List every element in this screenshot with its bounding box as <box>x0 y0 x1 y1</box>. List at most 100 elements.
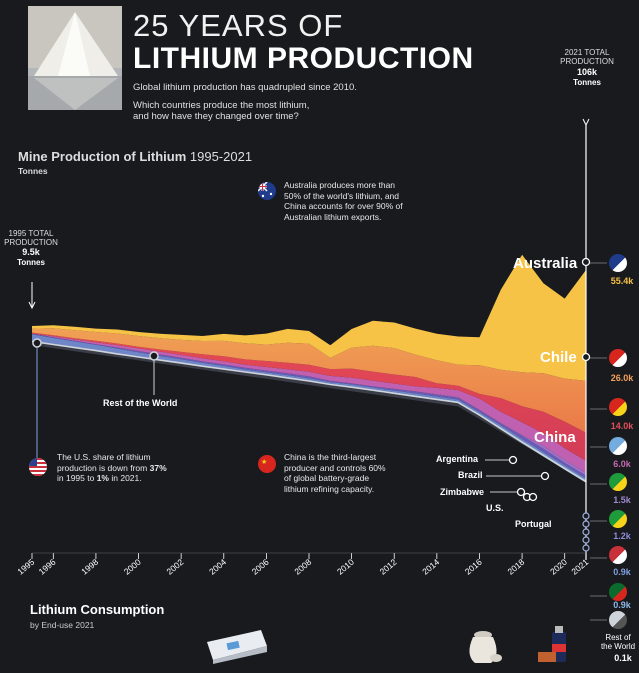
us-note-line-1: The U.S. share of lithium <box>57 452 151 462</box>
rest-world-legend: Rest of the World <box>597 633 639 651</box>
x-tick-label-2008: 2008 <box>292 557 313 577</box>
salt-flat-photo <box>28 6 122 110</box>
area-chile <box>32 328 586 433</box>
x-tick-label-2002: 2002 <box>165 557 186 577</box>
australia-note: Australia produces more than 50% of the … <box>284 180 403 223</box>
legend-flag-icon-rest-of-the-world <box>609 611 627 629</box>
consumption-subtitle: by End-use 2021 <box>30 620 95 630</box>
total-1995: 1995 TOTAL PRODUCTION 9.5k Tonnes <box>0 229 62 267</box>
legend-value-u-s-: 0.9k <box>613 567 631 577</box>
china-note-line-4: lithium refining capacity. <box>284 483 375 494</box>
area-argentina <box>32 333 586 473</box>
total-1995-line1: 1995 TOTAL <box>8 229 54 238</box>
total-2021-line2: PRODUCTION <box>560 57 614 67</box>
x-tick-label-2021: 2021 <box>569 557 590 577</box>
label-portugal: Portugal <box>515 519 552 529</box>
legend-value-zimbabwe: 1.2k <box>613 531 631 541</box>
rest-world-legend-line2: the World <box>600 642 636 652</box>
total-2021-unit: Tonnes <box>573 77 601 87</box>
legend-flag-icon-brazil <box>609 473 627 491</box>
x-tick-label-2006: 2006 <box>250 557 271 577</box>
chart-title: Mine Production of Lithium 1995-2021 <box>18 149 252 164</box>
rest-of-world-label: Rest of the World <box>103 398 178 408</box>
x-tick-label-1995: 1995 <box>15 557 36 577</box>
x-tick-label-2016: 2016 <box>463 557 484 577</box>
us-note-share-2021: 1% <box>96 473 109 484</box>
x-axis-ticks: 1995 1996 1998 2000 2002 2004 2006 2008 2010 2012… <box>15 552 590 577</box>
label-china: China <box>534 429 576 446</box>
grease-can-illustration <box>538 624 574 669</box>
x-tick-label-2004: 2004 <box>207 557 228 577</box>
label-zimbabwe: Zimbabwe <box>440 487 485 497</box>
legend-value-argentina: 6.0k <box>613 459 631 469</box>
legend-value-china: 14.0k <box>610 421 634 431</box>
area-china <box>32 332 586 461</box>
area-australia <box>32 254 586 381</box>
us-flag-icon <box>29 458 47 476</box>
australia-note-line-4: Australian lithium exports. <box>284 211 382 222</box>
legend-flag-icon-chile <box>609 349 627 367</box>
australia-note-line-1: Australia produces more than <box>284 180 396 190</box>
title-line-1: 25 YEARS OF <box>133 8 344 43</box>
china-note-line-1: China is the third-largest <box>284 452 377 462</box>
legend-value-portugal: 0.9k <box>613 600 631 610</box>
us-note-line-3: in 1995 to <box>57 473 97 484</box>
zimbabwe-marker <box>516 487 526 497</box>
end-dot-4 <box>582 544 590 552</box>
total-1995-unit: Tonnes <box>17 257 45 267</box>
australia-end-marker <box>581 257 591 267</box>
legend-flag-icon-u-s- <box>609 546 627 564</box>
total-2021: 2021 TOTAL PRODUCTION 106k Tonnes <box>548 48 626 87</box>
total-2021-value: 106k <box>576 67 598 78</box>
battery-illustration <box>205 628 269 669</box>
x-tick-label-2018: 2018 <box>505 557 526 577</box>
brazil-marker <box>540 471 550 481</box>
area-layers <box>31 254 587 483</box>
x-tick-label-2014: 2014 <box>420 557 441 577</box>
legend-flag-icon-china <box>609 398 627 416</box>
legend-flag-icon-portugal <box>609 583 627 601</box>
x-tick-label-1998: 1998 <box>79 557 100 577</box>
label-us: U.S. <box>486 503 504 513</box>
rest-world-legend-line1: Rest of <box>605 633 631 642</box>
area-portugal <box>32 341 586 482</box>
subtitle: Global lithium production has quadrupled… <box>133 82 357 93</box>
chart-units: Tonnes <box>18 166 48 176</box>
chart-title-years: 1995-2021 <box>189 149 253 164</box>
svg-text:★: ★ <box>261 458 267 466</box>
label-australia: Australia <box>513 255 578 272</box>
end-dot-0 <box>582 512 590 520</box>
us-note-share-1995: 37% <box>149 462 167 473</box>
argentina-marker <box>508 455 518 465</box>
australia-note-line-3: China accounts for over 90% of <box>284 201 403 212</box>
x-tick-label-1996: 1996 <box>37 557 58 577</box>
australia-note-line-2: 50% of the world's lithium, and <box>284 190 400 201</box>
total-1995-line2: PRODUCTION <box>4 238 58 248</box>
chart-title-text: Mine Production of Lithium <box>18 149 187 164</box>
label-brazil: Brazil <box>458 470 483 480</box>
label-chile: Chile <box>540 349 577 366</box>
question-line-2: and how have they changed over time? <box>133 111 299 122</box>
china-note-line-2: producer and controls 60% <box>284 462 386 473</box>
x-tick-label-2012: 2012 <box>378 557 399 577</box>
rest-marker <box>149 351 159 361</box>
x-tick-label-2020: 2020 <box>548 557 569 577</box>
legend-flag-icon-zimbabwe <box>609 510 627 528</box>
x-tick-label-2000: 2000 <box>122 557 143 577</box>
arrow-2021-icon <box>582 118 590 127</box>
us-note-line-2: production is down from <box>57 462 150 473</box>
ceramic-vase-illustration <box>463 625 505 670</box>
legend-value-chile: 26.0k <box>610 373 634 383</box>
chile-end-marker <box>581 352 591 362</box>
legend-value-australia: 55.4k <box>610 276 634 286</box>
china-note-line-3: of global battery-grade <box>284 473 370 484</box>
legend-value-brazil: 1.5k <box>613 495 631 505</box>
portugal-marker <box>528 492 538 502</box>
china-flag-icon: ★ <box>258 455 276 473</box>
legend-flag-icon-argentina <box>609 437 627 455</box>
us-note-line-3-end: in 2021. <box>109 473 142 484</box>
australia-flag-icon <box>258 182 276 200</box>
us-note: The U.S. share of lithium production is … <box>57 452 167 484</box>
end-dot-2 <box>582 528 590 536</box>
